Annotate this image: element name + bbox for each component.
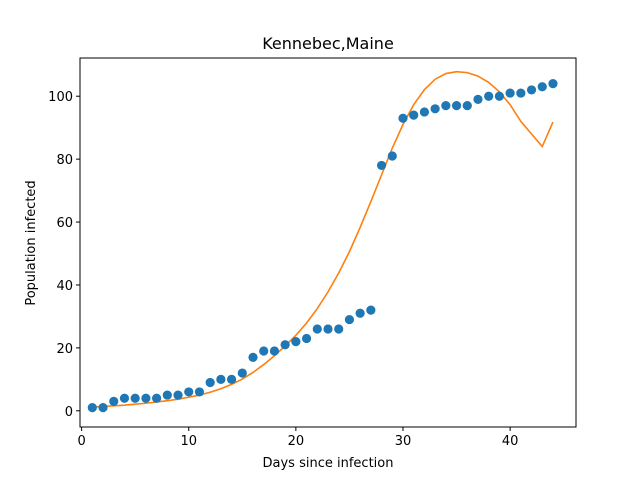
data-point (441, 101, 451, 111)
y-tick-label: 40 (56, 279, 73, 294)
y-axis-label: Population infected (24, 180, 39, 305)
data-point (173, 390, 183, 400)
x-tick-label: 10 (180, 434, 197, 449)
data-point (237, 368, 247, 378)
data-point (451, 101, 462, 111)
chart-title: Kennebec,Maine (262, 34, 394, 53)
data-point (141, 393, 151, 403)
data-point (162, 390, 172, 400)
data-point (334, 324, 344, 334)
plot-area (87, 70, 558, 413)
y-tick-label: 0 (65, 405, 73, 420)
data-point (398, 113, 408, 123)
data-point (537, 82, 547, 92)
data-point (205, 377, 215, 388)
data-point (366, 305, 376, 315)
x-tick-label: 30 (395, 434, 412, 449)
data-point (505, 88, 515, 98)
data-point (248, 352, 258, 362)
y-tick-label: 20 (56, 342, 73, 357)
y-tick-label: 100 (48, 90, 73, 105)
data-point (226, 374, 237, 384)
x-tick-label: 0 (77, 434, 85, 449)
data-point (259, 346, 269, 356)
data-point (216, 374, 226, 384)
data-point (119, 393, 130, 403)
data-point (109, 396, 119, 406)
data-point (269, 346, 280, 356)
data-point (387, 151, 397, 161)
data-point (291, 336, 301, 347)
y-tick-label: 60 (56, 216, 73, 231)
y-axis: 0 20 40 60 80 100 (48, 90, 80, 420)
data-point (87, 403, 97, 413)
data-point (484, 91, 494, 101)
data-point (130, 393, 140, 403)
data-point (462, 101, 472, 111)
data-point (312, 324, 322, 334)
data-point (323, 324, 333, 334)
data-point (409, 110, 419, 120)
data-point (301, 333, 312, 344)
data-point (344, 314, 355, 325)
x-tick-label: 40 (502, 434, 519, 449)
data-point (194, 387, 205, 397)
x-axis: 0 10 20 30 40 (77, 427, 518, 449)
data-point (376, 160, 387, 171)
data-point (494, 91, 505, 101)
data-point (430, 104, 440, 114)
data-point (548, 79, 558, 89)
x-axis-label: Days since infection (263, 456, 394, 471)
data-point (184, 387, 194, 397)
fit-line (92, 70, 554, 408)
data-point (98, 403, 108, 413)
data-point (516, 88, 526, 98)
data-point (526, 85, 537, 95)
x-tick-label: 20 (288, 434, 305, 449)
data-point (355, 308, 365, 318)
data-point (419, 107, 430, 117)
data-point (151, 393, 162, 403)
axes-frame (79, 57, 577, 428)
data-point (473, 94, 483, 104)
y-tick-label: 80 (56, 153, 73, 168)
data-point (280, 340, 290, 350)
